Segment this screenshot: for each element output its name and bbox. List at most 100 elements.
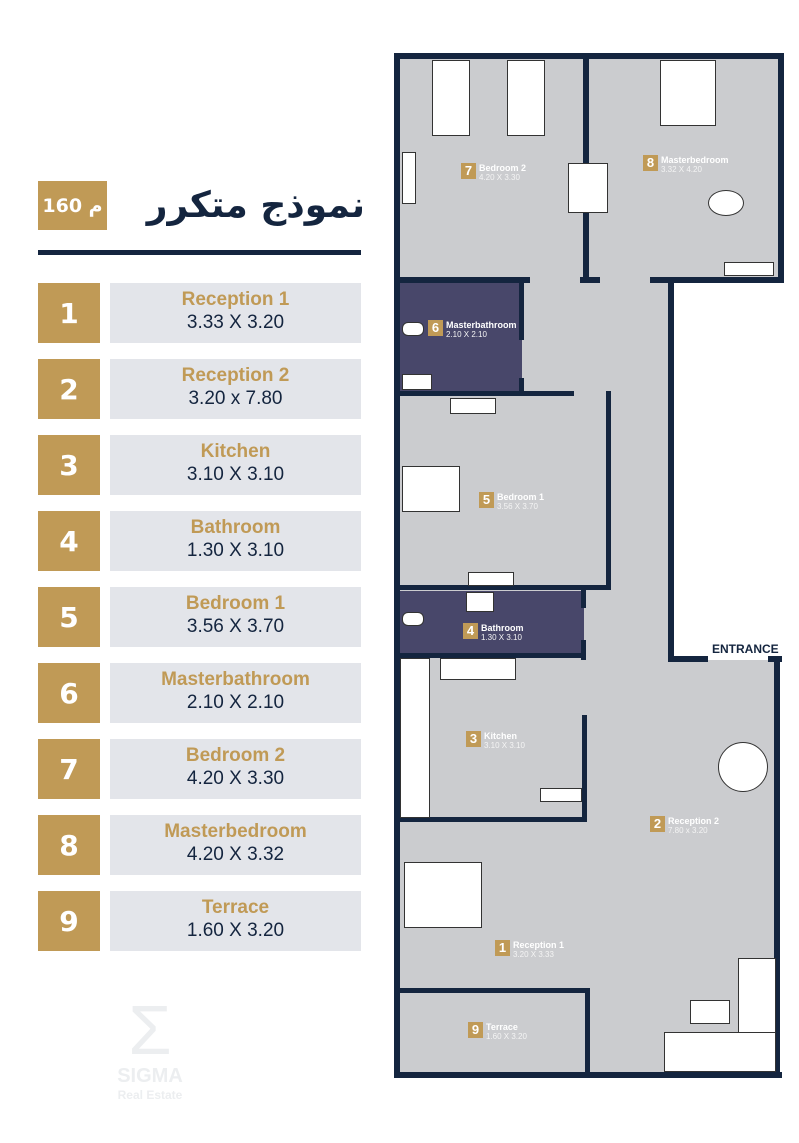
sofa-set-icon [404,862,482,928]
kitchen-counter-icon [400,658,430,818]
wall [778,53,784,283]
room-dimensions: 3.56 X 3.70 [186,616,285,637]
desk-icon [468,572,514,586]
wall [668,277,674,661]
room-list-item: 6 Masterbathroom 2.10 X 2.10 [38,663,361,723]
plan-room-number: 4 [463,623,478,639]
wall [580,277,600,283]
coffee-table-icon [690,1000,730,1024]
plan-room-dimensions: 3.10 X 3.10 [484,741,525,750]
wall [582,715,587,820]
room-number: 4 [38,511,100,571]
plan-room-name: Bedroom 2 [479,163,527,173]
wall [581,640,586,660]
plan-room-name: Masterbedroom [661,155,729,165]
room-dimensions: 3.10 X 3.10 [186,464,285,485]
wall [581,588,586,608]
wall [394,53,400,1078]
room-dimensions: 1.30 X 3.10 [186,540,285,561]
dresser-icon [724,262,774,276]
plan-room-name: Bedroom 1 [497,492,545,502]
plan-room-tag: 7 Bedroom 2 4.20 X 3.30 [461,163,526,182]
plan-room-number: 6 [428,320,443,336]
logo-name: SIGMA [117,1065,183,1087]
room-label: Reception 2 3.20 x 7.80 [110,359,361,419]
plan-room-dimensions: 3.20 X 3.33 [513,950,554,959]
wall [394,391,574,396]
room-label: Bathroom 1.30 X 3.10 [110,511,361,571]
room-name: Masterbedroom [164,821,307,842]
room-number: 8 [38,815,100,875]
sigma-symbol: Σ [128,991,172,1069]
room-label: Masterbedroom 4.20 X 3.32 [110,815,361,875]
room-list-item: 9 Terrace 1.60 X 3.20 [38,891,361,951]
plan-room-tag: 6 Masterbathroom 2.10 X 2.10 [428,320,517,339]
room-list-item: 7 Bedroom 2 4.20 X 3.30 [38,739,361,799]
plan-room-name: Reception 1 [513,940,565,950]
plan-room-number: 2 [650,816,665,832]
room-number: 5 [38,587,100,647]
plan-room-tag: 8 Masterbedroom 3.32 X 4.20 [643,155,729,174]
room-list-item: 4 Bathroom 1.30 X 3.10 [38,511,361,571]
plan-room-tag: 3 Kitchen 3.10 X 3.10 [466,731,525,750]
plan-room-dimensions: 7.80 x 3.20 [668,826,708,835]
plan-room-tag: 1 Reception 1 3.20 X 3.33 [495,940,564,959]
plan-room-number: 3 [466,731,481,747]
room-dimensions: 3.20 x 7.80 [188,388,283,409]
plan-room-number: 7 [461,163,476,179]
wall [394,585,611,590]
room-dimensions: 1.60 X 3.20 [186,920,285,941]
room-label: Terrace 1.60 X 3.20 [110,891,361,951]
plan-room-number: 8 [643,155,658,171]
plan-room-name: Masterbathroom [446,320,517,330]
wall [394,988,588,993]
plan-room-name: Bathroom [481,623,524,633]
dining-table-icon [540,788,582,802]
wall [394,277,530,283]
room-number: 6 [38,663,100,723]
toilet-icon [402,612,424,626]
wall [394,653,584,658]
wall [585,988,590,1076]
wall [606,391,611,588]
plan-room-tag: 4 Bathroom 1.30 X 3.10 [463,623,524,642]
room-name: Bathroom [190,517,281,538]
room-name: Terrace [201,897,270,918]
room-label: Bedroom 2 4.20 X 3.30 [110,739,361,799]
plan-room-number: 9 [468,1022,483,1038]
table-icon [708,190,744,216]
room-dimensions: 4.20 X 3.32 [186,844,285,865]
room-number: 3 [38,435,100,495]
plan-room-dimensions: 4.20 X 3.30 [479,173,520,182]
bed-icon [507,60,545,136]
plan-room-name: Kitchen [484,731,518,741]
logo-subtitle: Real Estate [117,1088,183,1102]
sink-icon [466,592,494,612]
plan-room-tag: 2 Reception 2 7.80 x 3.20 [650,816,719,835]
plan-room-dimensions: 1.60 X 3.20 [486,1032,527,1041]
room-masterbathroom [400,282,522,392]
room-label: Masterbathroom 2.10 X 2.10 [110,663,361,723]
wardrobe-icon [568,163,608,213]
bed-icon [432,60,470,136]
plan-room-dimensions: 3.32 X 4.20 [661,165,702,174]
room-label: Reception 1 3.33 X 3.20 [110,283,361,343]
room-name: Kitchen [200,441,271,462]
plan-room-dimensions: 3.56 X 3.70 [497,502,538,511]
room-number: 1 [38,283,100,343]
wall [650,277,784,283]
room-name: Reception 1 [181,289,290,310]
area-badge: 160 م [38,181,107,230]
plan-room-number: 5 [479,492,494,508]
desk-icon [450,398,496,414]
room-dimensions: 2.10 X 2.10 [186,692,285,713]
bed-icon [402,466,460,512]
shelf-icon [402,152,416,204]
room-name: Bedroom 1 [185,593,286,614]
title-underline [38,250,361,255]
room-name: Bedroom 2 [185,745,286,766]
room-list-item: 3 Kitchen 3.10 X 3.10 [38,435,361,495]
wall [519,280,524,340]
wall [774,656,780,1078]
